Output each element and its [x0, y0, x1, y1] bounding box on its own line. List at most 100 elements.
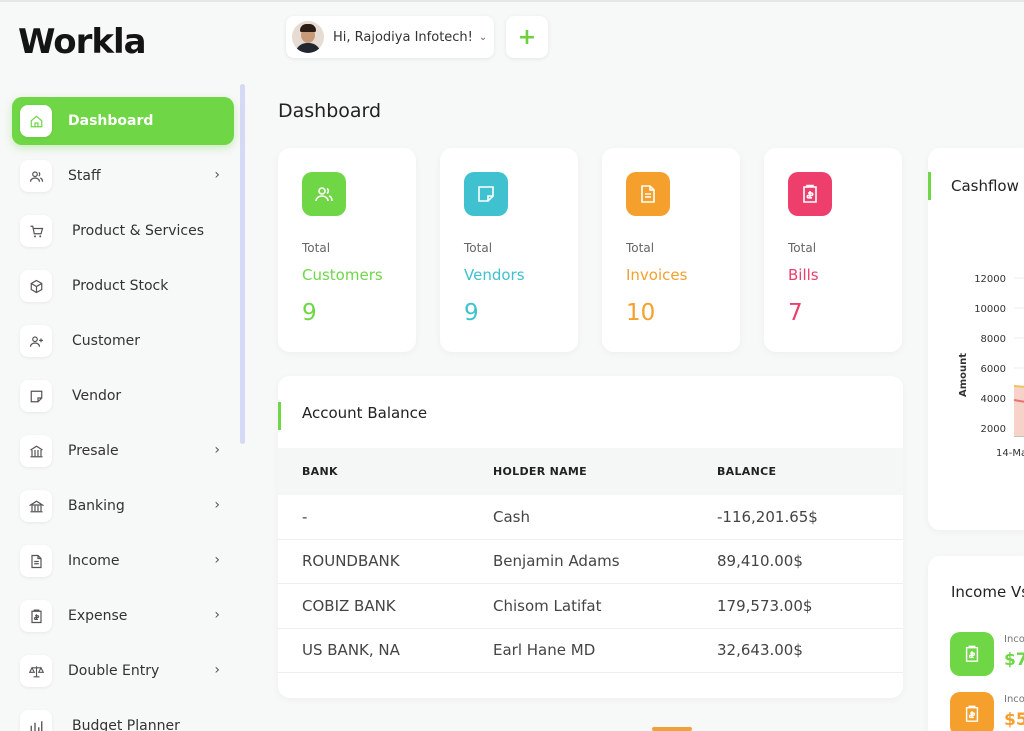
cashflow-ytick: 6000	[981, 364, 1006, 375]
stat-value: 9	[464, 300, 479, 326]
sidebar-item-vendor[interactable]: Vendor	[12, 372, 234, 420]
sidebar-item-product-services[interactable]: Product & Services	[12, 207, 234, 255]
income-vs-title: Income Vs	[951, 583, 1024, 601]
receipt-icon	[950, 632, 994, 676]
cart-icon	[20, 215, 52, 247]
table-row: COBIZ BANK Chisom Latifat 179,573.00$	[278, 584, 903, 629]
table-header: BANK HOLDER NAME BALANCE	[278, 448, 903, 495]
cell-bank: COBIZ BANK	[302, 596, 396, 615]
sidebar-item-customer[interactable]: Customer	[12, 317, 234, 365]
cashflow-ytick: 2000	[981, 424, 1006, 435]
stat-name: Vendors	[464, 266, 525, 284]
income-vs-card: Income Vs Inco $7 Inco $5	[928, 556, 1024, 731]
table-row: - Cash -116,201.65$	[278, 495, 903, 540]
sidebar-item-product-stock[interactable]: Product Stock	[12, 262, 234, 310]
cashflow-ylabel: Amount	[958, 353, 969, 397]
cashflow-ytick: 4000	[981, 394, 1006, 405]
sidebar-item-label: Banking	[68, 498, 125, 514]
account-balance-card: Account Balance BANK HOLDER NAME BALANCE…	[278, 376, 903, 698]
cell-bank: ROUNDBANK	[302, 552, 400, 571]
cell-balance: 89,410.00$	[717, 552, 803, 571]
sidebar-item-label: Product Stock	[72, 278, 169, 294]
chart-icon	[20, 710, 52, 731]
stat-name: Customers	[302, 266, 383, 284]
column-header-balance: BALANCE	[717, 465, 777, 478]
stat-name: Bills	[788, 266, 819, 284]
note-icon	[464, 172, 508, 216]
chevron-right-icon: ›	[214, 607, 220, 623]
page-title: Dashboard	[278, 100, 382, 122]
cashflow-line	[1013, 399, 1024, 403]
stat-value: 7	[788, 300, 803, 326]
sidebar-item-banking[interactable]: Banking ›	[12, 482, 234, 530]
add-button[interactable]: +	[506, 16, 548, 58]
chevron-right-icon: ›	[214, 497, 220, 513]
sidebar-item-label: Product & Services	[72, 223, 205, 239]
brand-logo[interactable]: Workla	[18, 22, 147, 62]
sidebar-item-label: Vendor	[72, 388, 122, 404]
sidebar-item-label: Customer	[72, 333, 141, 349]
sidebar-item-label: Staff	[68, 168, 101, 184]
receipt-icon	[788, 172, 832, 216]
cashflow-ytick: 12000	[974, 274, 1006, 285]
stat-total-label: Total	[626, 241, 655, 255]
chevron-right-icon: ›	[214, 662, 220, 678]
users-icon	[302, 172, 346, 216]
sidebar-item-dashboard[interactable]: Dashboard	[12, 97, 234, 145]
account-balance-table: BANK HOLDER NAME BALANCE - Cash -116,201.6…	[278, 448, 903, 673]
user-greeting: Hi, Rajodiya Infotech!	[333, 29, 473, 45]
file-icon	[20, 545, 52, 577]
cell-holder-name: Chisom Latifat	[493, 596, 602, 615]
users-icon	[20, 160, 52, 192]
stat-total-label: Total	[464, 241, 493, 255]
cashflow-card: Cashflow Amount 12000 10000 8000 6000 4000 20…	[928, 148, 1024, 530]
chevron-right-icon: ›	[214, 552, 220, 568]
file-icon	[626, 172, 670, 216]
card-accent	[928, 172, 931, 200]
sidebar-scrollbar[interactable]	[240, 84, 245, 444]
cell-holder-name: Cash	[493, 507, 530, 526]
home-icon	[20, 105, 52, 137]
bank-icon	[20, 490, 52, 522]
sidebar-item-budget-planner[interactable]: Budget Planner	[12, 702, 234, 731]
sidebar-item-label: Expense	[68, 608, 128, 624]
cell-balance: 179,573.00$	[717, 596, 813, 615]
box-icon	[20, 270, 52, 302]
stat-total-label: Total	[788, 241, 817, 255]
top-border	[0, 0, 1024, 2]
sidebar-item-income[interactable]: Income ›	[12, 537, 234, 585]
scroll-indicator	[652, 727, 692, 731]
user-menu[interactable]: Hi, Rajodiya Infotech! ⌄	[286, 16, 494, 58]
table-row: ROUNDBANK Benjamin Adams 89,410.00$	[278, 540, 903, 584]
sidebar-item-double-entry[interactable]: Double Entry ›	[12, 647, 234, 695]
cashflow-ytick: 8000	[981, 334, 1006, 345]
stat-card-customers[interactable]: Total Customers 9	[278, 148, 416, 352]
sidebar-item-expense[interactable]: Expense ›	[12, 592, 234, 640]
cashflow-title: Cashflow	[951, 177, 1019, 195]
sidebar-item-label: Income	[68, 553, 120, 569]
stat-value: 9	[302, 300, 317, 326]
cell-balance: 32,643.00$	[717, 641, 803, 660]
receipt-icon	[20, 600, 52, 632]
stat-card-bills[interactable]: Total Bills 7	[764, 148, 902, 352]
stat-card-vendors[interactable]: Total Vendors 9	[440, 148, 578, 352]
logo-text: Workla	[18, 22, 147, 62]
cashflow-line-2	[1013, 385, 1024, 388]
cell-bank: US BANK, NA	[302, 641, 400, 660]
card-accent	[278, 402, 281, 430]
stat-card-invoices[interactable]: Total Invoices 10	[602, 148, 740, 352]
column-header-bank: BANK	[302, 465, 338, 478]
income-vs-value: $5	[1004, 710, 1024, 730]
column-header-holder: HOLDER NAME	[493, 465, 587, 478]
user-plus-icon	[20, 325, 52, 357]
account-balance-title: Account Balance	[302, 404, 428, 422]
note-icon	[20, 380, 52, 412]
chevron-right-icon: ›	[214, 167, 220, 183]
income-vs-label: Inco	[1004, 694, 1024, 705]
avatar	[292, 21, 324, 53]
stat-total-label: Total	[302, 241, 331, 255]
sidebar-item-label: Double Entry	[68, 663, 160, 679]
sidebar-item-presale[interactable]: Presale ›	[12, 427, 234, 475]
sidebar-item-staff[interactable]: Staff ›	[12, 152, 234, 200]
cashflow-xtick: 14-Ma	[996, 448, 1024, 459]
